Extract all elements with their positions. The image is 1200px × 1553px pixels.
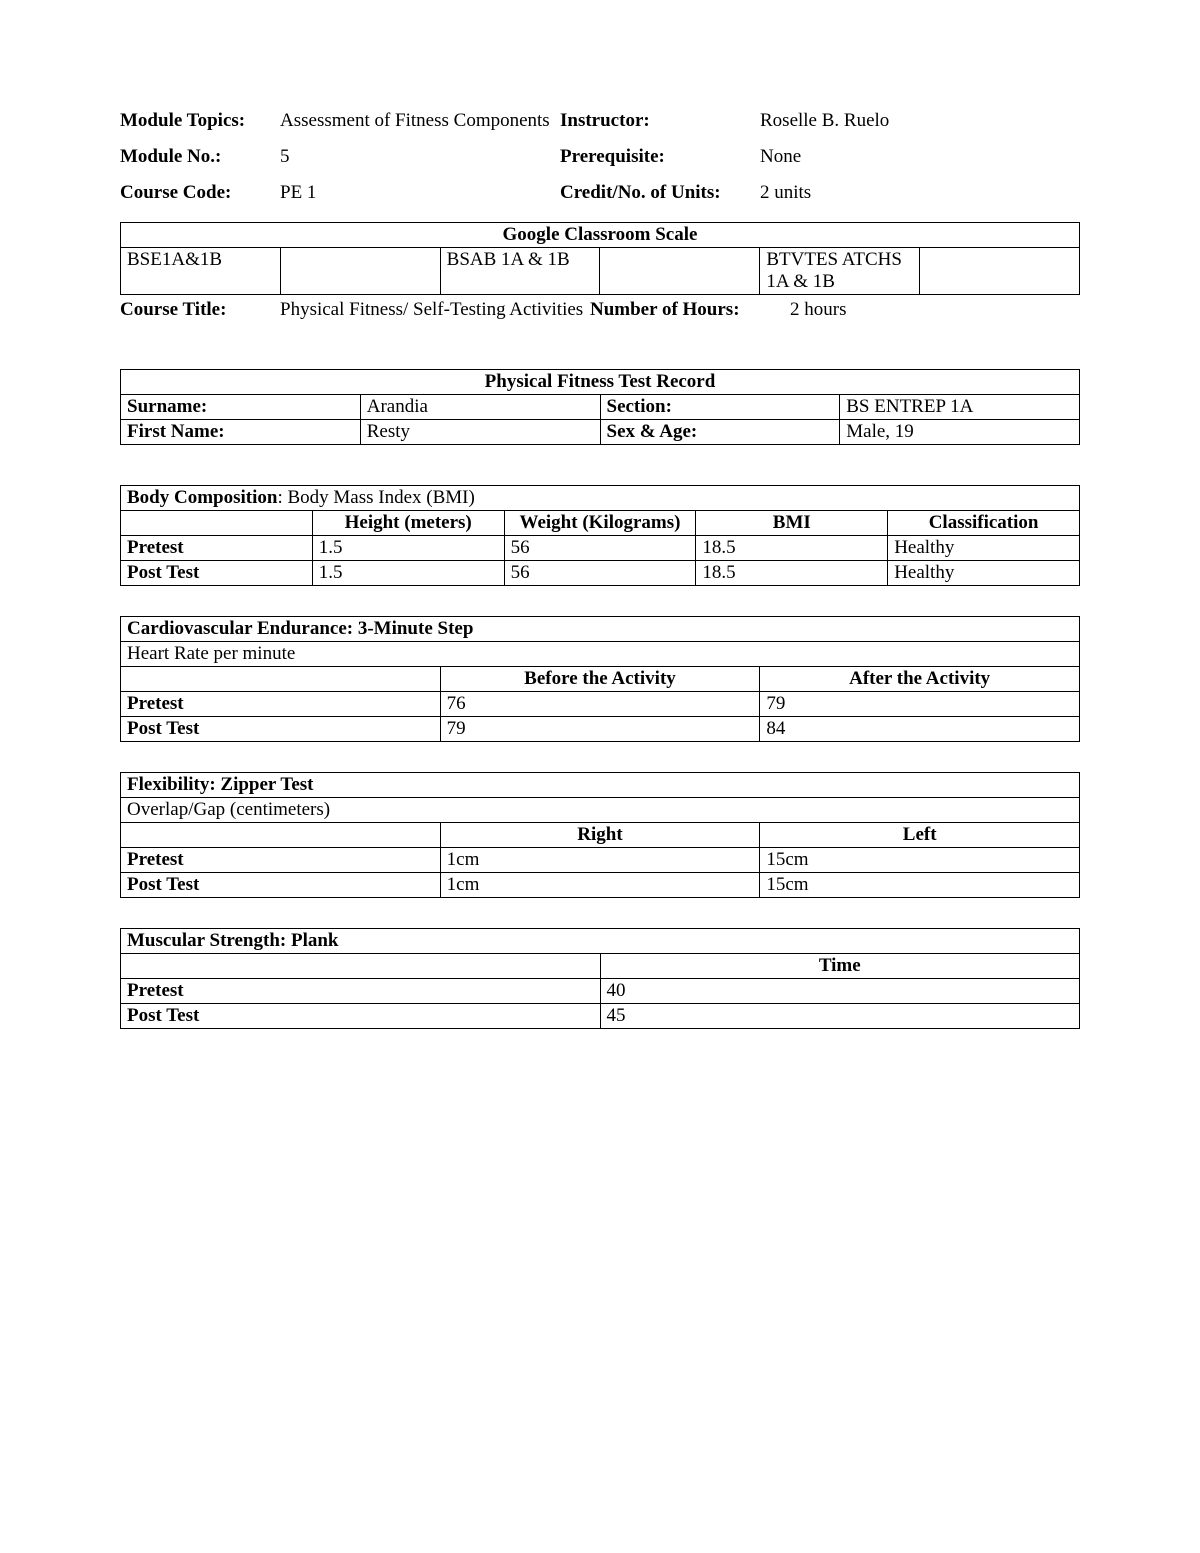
- course-code-label: Course Code:: [120, 182, 280, 204]
- table-row: Pretest 1cm 15cm: [121, 848, 1080, 873]
- bmi-table: Body Composition: Body Mass Index (BMI) …: [120, 485, 1080, 586]
- bmi-col: [121, 511, 313, 536]
- record-table: Physical Fitness Test Record Surname: Ar…: [120, 369, 1080, 445]
- module-header: Module Topics: Assessment of Fitness Com…: [120, 110, 1080, 204]
- cell: 79: [760, 692, 1080, 717]
- cell: 18.5: [696, 561, 888, 586]
- scale-cell: BSE1A&1B: [121, 248, 281, 295]
- section-label: Section:: [600, 395, 840, 420]
- cell: 1cm: [440, 848, 760, 873]
- cell: 40: [600, 979, 1080, 1004]
- row-label: Pretest: [121, 848, 441, 873]
- table-row: Post Test 1cm 15cm: [121, 873, 1080, 898]
- surname-label: Surname:: [121, 395, 361, 420]
- row-label: Pretest: [121, 536, 313, 561]
- table-row: Post Test 1.5 56 18.5 Healthy: [121, 561, 1080, 586]
- module-topics-label: Module Topics:: [120, 110, 280, 132]
- row-label: Pretest: [121, 692, 441, 717]
- hours-label: Number of Hours:: [590, 299, 790, 321]
- flex-col: [121, 823, 441, 848]
- cell: 18.5: [696, 536, 888, 561]
- plank-title: Muscular Strength: Plank: [121, 929, 1080, 954]
- bmi-col: Weight (Kilograms): [504, 511, 696, 536]
- cell: 15cm: [760, 848, 1080, 873]
- firstname-value: Resty: [360, 420, 600, 445]
- surname-value: Arandia: [360, 395, 600, 420]
- scale-title: Google Classroom Scale: [121, 223, 1080, 248]
- course-title-row: Course Title: Physical Fitness/ Self-Tes…: [120, 299, 1080, 321]
- module-topics-value: Assessment of Fitness Components: [280, 110, 560, 132]
- section-value: BS ENTREP 1A: [840, 395, 1080, 420]
- cell: 79: [440, 717, 760, 742]
- firstname-label: First Name:: [121, 420, 361, 445]
- cardio-col: Before the Activity: [440, 667, 760, 692]
- flex-col: Left: [760, 823, 1080, 848]
- flex-col: Right: [440, 823, 760, 848]
- credit-value: 2 units: [760, 182, 1080, 204]
- cell: 1cm: [440, 873, 760, 898]
- prerequisite-label: Prerequisite:: [560, 146, 760, 168]
- scale-cell: BTVTES ATCHS 1A & 1B: [760, 248, 920, 295]
- cell: 15cm: [760, 873, 1080, 898]
- plank-col: Time: [600, 954, 1080, 979]
- bmi-col: BMI: [696, 511, 888, 536]
- cardio-col: After the Activity: [760, 667, 1080, 692]
- credit-label: Credit/No. of Units:: [560, 182, 760, 204]
- flex-title: Flexibility: Zipper Test: [121, 773, 1080, 798]
- bmi-col: Classification: [888, 511, 1080, 536]
- sexage-label: Sex & Age:: [600, 420, 840, 445]
- row-label: Post Test: [121, 873, 441, 898]
- instructor-label: Instructor:: [560, 110, 760, 132]
- table-row: Pretest 1.5 56 18.5 Healthy: [121, 536, 1080, 561]
- module-no-value: 5: [280, 146, 560, 168]
- cardio-subtitle: Heart Rate per minute: [121, 642, 1080, 667]
- scale-cell: [600, 248, 760, 295]
- cell: 84: [760, 717, 1080, 742]
- course-code-value: PE 1: [280, 182, 560, 204]
- cardio-table: Cardiovascular Endurance: 3-Minute Step …: [120, 616, 1080, 742]
- module-no-label: Module No.:: [120, 146, 280, 168]
- prerequisite-value: None: [760, 146, 1080, 168]
- cell: 45: [600, 1004, 1080, 1029]
- cell: Healthy: [888, 536, 1080, 561]
- course-title-value: Physical Fitness/ Self-Testing Activitie…: [280, 299, 590, 321]
- cell: Healthy: [888, 561, 1080, 586]
- bmi-title-text: : Body Mass Index (BMI): [277, 487, 474, 508]
- table-row: Pretest 76 79: [121, 692, 1080, 717]
- plank-table: Muscular Strength: Plank Time Pretest 40…: [120, 928, 1080, 1029]
- table-row: Post Test 45: [121, 1004, 1080, 1029]
- cell: 76: [440, 692, 760, 717]
- cell: 1.5: [312, 536, 504, 561]
- cardio-col: [121, 667, 441, 692]
- scale-cell: [280, 248, 440, 295]
- bmi-title-label: Body Composition: [127, 487, 277, 508]
- classroom-scale-table: Google Classroom Scale BSE1A&1B BSAB 1A …: [120, 222, 1080, 295]
- course-title-label: Course Title:: [120, 299, 280, 321]
- bmi-col: Height (meters): [312, 511, 504, 536]
- flex-subtitle: Overlap/Gap (centimeters): [121, 798, 1080, 823]
- record-title: Physical Fitness Test Record: [121, 370, 1080, 395]
- hours-value: 2 hours: [790, 299, 1080, 321]
- row-label: Pretest: [121, 979, 601, 1004]
- table-row: Post Test 79 84: [121, 717, 1080, 742]
- table-row: Pretest 40: [121, 979, 1080, 1004]
- bmi-title: Body Composition: Body Mass Index (BMI): [121, 486, 1080, 511]
- cell: 56: [504, 561, 696, 586]
- cardio-title: Cardiovascular Endurance: 3-Minute Step: [121, 617, 1080, 642]
- cell: 1.5: [312, 561, 504, 586]
- row-label: Post Test: [121, 561, 313, 586]
- row-label: Post Test: [121, 1004, 601, 1029]
- flex-table: Flexibility: Zipper Test Overlap/Gap (ce…: [120, 772, 1080, 898]
- sexage-value: Male, 19: [840, 420, 1080, 445]
- scale-cell: BSAB 1A & 1B: [440, 248, 600, 295]
- cell: 56: [504, 536, 696, 561]
- plank-col: [121, 954, 601, 979]
- scale-cell: [920, 248, 1080, 295]
- instructor-value: Roselle B. Ruelo: [760, 110, 1080, 132]
- row-label: Post Test: [121, 717, 441, 742]
